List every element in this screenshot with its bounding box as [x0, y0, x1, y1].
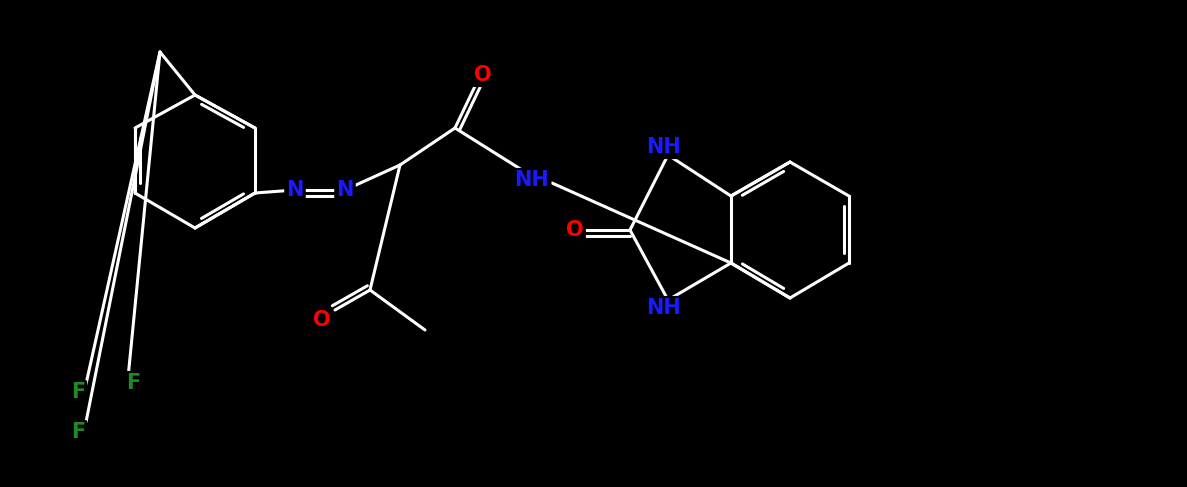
Text: NH: NH	[646, 137, 680, 157]
Text: NH: NH	[646, 298, 680, 318]
Text: F: F	[71, 422, 85, 442]
Text: F: F	[71, 382, 85, 402]
Text: F: F	[126, 373, 140, 393]
Text: N: N	[286, 180, 304, 200]
Text: O: O	[313, 310, 331, 330]
Text: N: N	[336, 180, 354, 200]
Text: O: O	[566, 220, 584, 240]
Text: NH: NH	[515, 170, 550, 190]
Text: O: O	[474, 65, 491, 85]
